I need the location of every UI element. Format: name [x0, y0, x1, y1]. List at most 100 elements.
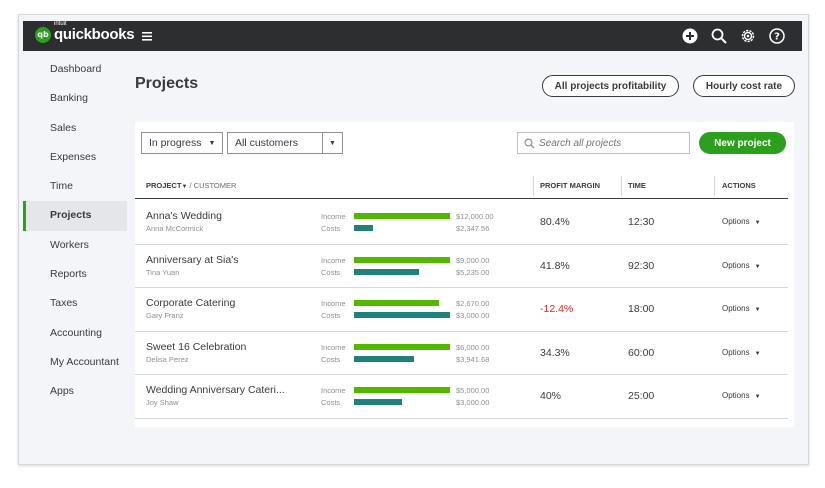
project-header-label: PROJECT	[146, 181, 182, 190]
costs-amount: $3,941.68	[456, 354, 490, 364]
sidebar-item-label: Apps	[50, 385, 74, 398]
options-dropdown[interactable]: Options ▼	[722, 391, 761, 400]
project-name[interactable]: Sweet 16 Celebration	[146, 340, 247, 353]
sidebar-item-banking[interactable]: Banking	[23, 84, 127, 113]
customer-filter-select[interactable]: All customers ▼	[227, 132, 343, 154]
gear-icon[interactable]	[739, 27, 757, 45]
sidebar-item-label: Sales	[50, 121, 77, 134]
sidebar-item-apps[interactable]: Apps	[23, 377, 127, 406]
time-value: 12:30	[628, 216, 655, 228]
sidebar-item-label: Accounting	[50, 326, 102, 339]
profit-margin-value: 34.3%	[540, 346, 570, 359]
costs-label: Costs	[321, 267, 341, 277]
costs-label: Costs	[321, 224, 341, 233]
sidebar-item-reports[interactable]: Reports	[23, 260, 127, 289]
menu-icon[interactable]	[142, 27, 156, 45]
sidebar-item-label: My Accountant	[50, 355, 119, 368]
project-customer: Delisa Perez	[146, 354, 189, 364]
svg-text:?: ?	[774, 32, 780, 43]
sidebar-item-label: Dashboard	[50, 63, 102, 75]
income-amount: $2,670.00	[456, 299, 490, 308]
search-input[interactable]	[539, 137, 679, 149]
project-column-header[interactable]: PROJECT▼ / CUSTOMER	[146, 181, 237, 190]
costs-label: Costs	[321, 311, 341, 320]
profit-margin-value: 40%	[540, 390, 562, 402]
search-icon[interactable]	[710, 27, 728, 45]
chevron-down-icon: ▼	[322, 133, 342, 153]
options-dropdown[interactable]: Options ▼	[722, 261, 761, 270]
income-label: Income	[321, 212, 346, 221]
chevron-down-icon: ▼	[754, 350, 761, 357]
sidebar-item-workers[interactable]: Workers	[23, 231, 127, 260]
customer-header-label: CUSTOMER	[193, 181, 237, 190]
costs-bar	[354, 399, 402, 405]
sidebar-item-sales[interactable]: Sales	[23, 114, 127, 143]
project-name[interactable]: Anniversary at Sia's	[146, 253, 239, 266]
table-row[interactable]: Corporate Catering Gary Franz Income Cos…	[135, 288, 788, 332]
income-amount: $12,000.00	[456, 212, 494, 221]
quickbooks-logo[interactable]: qb intuit quickbooks	[35, 21, 135, 43]
table-row[interactable]: Anna's Wedding Anna McCormick Income Cos…	[135, 201, 788, 245]
costs-bar	[354, 268, 420, 275]
sidebar-item-taxes[interactable]: Taxes	[23, 289, 127, 318]
profit-margin-value: 80.4%	[540, 216, 570, 228]
sidebar-item-time[interactable]: Time	[23, 172, 127, 201]
sidebar-item-accounting[interactable]: Accounting	[23, 319, 127, 348]
status-filter-select[interactable]: In progress ▼	[141, 132, 223, 154]
help-icon[interactable]: ?	[768, 27, 786, 45]
options-label: Options	[722, 347, 750, 357]
sort-down-icon: ▼	[181, 184, 188, 190]
options-dropdown[interactable]: Options ▼	[722, 348, 761, 357]
costs-amount: $2,347.56	[456, 224, 490, 233]
profit-margin-header: PROFIT MARGIN	[540, 181, 600, 190]
table-row[interactable]: Wedding Anniversary Cateri... Joy Shaw I…	[135, 375, 788, 419]
sidebar-item-dashboard[interactable]: Dashboard	[23, 55, 127, 84]
costs-amount: $5,235.00	[456, 267, 490, 277]
income-amount: $5,000.00	[456, 386, 490, 395]
costs-amount: $3,000.00	[456, 311, 490, 320]
actions-header: ACTIONS	[722, 181, 756, 190]
plus-circle-icon[interactable]	[681, 27, 699, 45]
time-header: TIME	[628, 181, 646, 190]
search-box[interactable]	[517, 132, 690, 154]
sidebar-item-my-accountant[interactable]: My Accountant	[23, 348, 127, 377]
qb-logo-icon: qb	[35, 26, 51, 43]
time-value: 25:00	[628, 390, 655, 402]
options-label: Options	[722, 260, 750, 270]
brand-label: quickbooks	[54, 26, 135, 43]
profit-margin-value: 41.8%	[540, 259, 570, 272]
time-value: 92:30	[628, 259, 655, 272]
chevron-down-icon: ▼	[754, 263, 761, 270]
all-projects-profitability-button[interactable]: All projects profitability	[542, 75, 679, 97]
income-label: Income	[321, 342, 346, 352]
costs-label: Costs	[321, 354, 341, 364]
project-name[interactable]: Wedding Anniversary Cateri...	[146, 384, 285, 396]
costs-bar	[354, 225, 373, 231]
income-label: Income	[321, 299, 346, 308]
brand-name: intuit quickbooks	[54, 21, 135, 43]
sidebar: Dashboard Banking Sales Expenses Time Pr…	[23, 55, 127, 407]
project-name[interactable]: Corporate Catering	[146, 297, 236, 309]
sidebar-item-label: Reports	[50, 268, 87, 281]
costs-amount: $3,000.00	[456, 398, 490, 407]
costs-label: Costs	[321, 398, 341, 407]
projects-panel: In progress ▼ All customers ▼ New projec…	[135, 122, 794, 427]
project-customer: Joy Shaw	[146, 398, 179, 407]
income-bar	[354, 213, 450, 219]
project-customer: Gary Franz	[146, 311, 184, 320]
options-label: Options	[722, 217, 750, 226]
sidebar-item-expenses[interactable]: Expenses	[23, 143, 127, 172]
income-bar	[354, 300, 440, 306]
table-row[interactable]: Sweet 16 Celebration Delisa Perez Income…	[135, 332, 788, 375]
options-dropdown[interactable]: Options ▼	[722, 217, 761, 226]
chevron-down-icon: ▼	[208, 139, 216, 147]
sidebar-item-projects[interactable]: Projects	[23, 201, 127, 232]
options-dropdown[interactable]: Options ▼	[722, 304, 761, 313]
income-label: Income	[321, 255, 346, 265]
table-row[interactable]: Anniversary at Sia's Tina Yuan Income Co…	[135, 245, 788, 288]
sidebar-item-label: Workers	[50, 238, 89, 251]
project-name[interactable]: Anna's Wedding	[146, 210, 222, 222]
top-bar: qb intuit quickbooks ?	[23, 21, 802, 51]
new-project-button[interactable]: New project	[699, 132, 786, 154]
hourly-cost-rate-button[interactable]: Hourly cost rate	[693, 75, 795, 97]
